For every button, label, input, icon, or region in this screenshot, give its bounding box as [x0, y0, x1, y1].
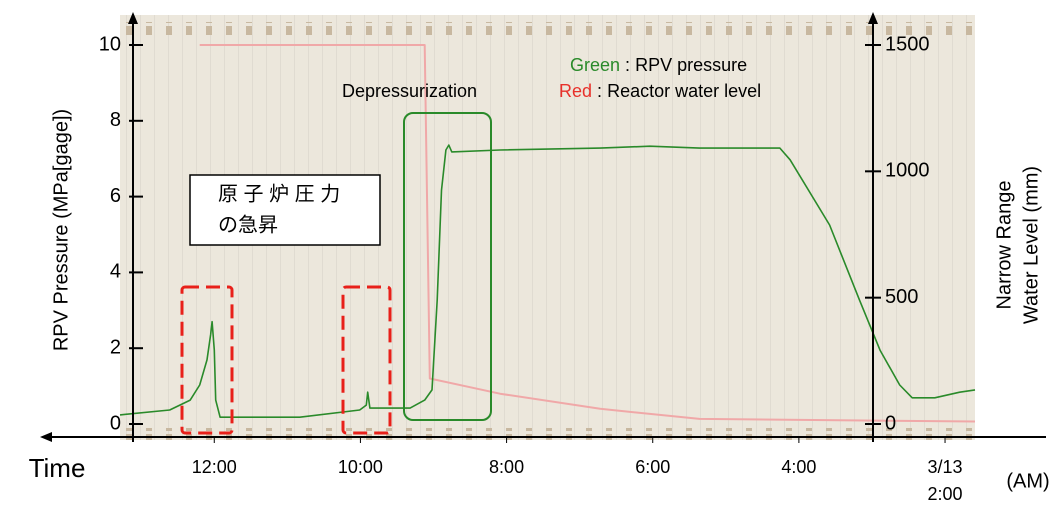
axis-arrow	[868, 12, 878, 24]
y-tick-label: 10	[99, 33, 121, 55]
x-tick-label: 2:00	[928, 484, 963, 504]
y-tick-label: 2	[110, 336, 121, 358]
paper-holes	[120, 22, 975, 36]
paper-holes	[120, 428, 975, 440]
x-tick-label: 8:00	[489, 457, 524, 477]
highlight-box	[341, 285, 392, 435]
x-tick-label: 6:00	[635, 457, 670, 477]
legend-separator: :	[625, 55, 630, 75]
legend-entry: Red : Reactor water level	[559, 81, 761, 101]
y2-axis-title: Water Level (mm)	[1020, 166, 1042, 324]
axis-arrow	[128, 12, 138, 24]
y2-tick-label: 500	[885, 286, 918, 308]
legend-entry: Green : RPV pressure	[570, 55, 747, 75]
highlight-box	[403, 112, 492, 421]
y2-tick-label: 0	[885, 412, 896, 434]
y-tick-label: 0	[110, 412, 121, 434]
x-axis-title: Time	[29, 453, 86, 483]
legend-label: Reactor water level	[607, 81, 761, 101]
y-axis-title: RPV Pressure (MPa[gage])	[50, 109, 72, 351]
annotation: Depressurization	[342, 81, 477, 101]
y-tick-label: 6	[110, 185, 121, 207]
date-label: 3/13	[928, 457, 963, 477]
plot-area	[119, 44, 976, 423]
legend-label: RPV pressure	[635, 55, 747, 75]
data-line	[199, 44, 976, 423]
x-unit-label: (AM)	[1006, 470, 1049, 492]
y2-tick-label: 1000	[885, 160, 930, 182]
legend-key: Red	[559, 81, 592, 101]
data-line	[119, 144, 976, 418]
y-tick-label: 4	[110, 261, 121, 283]
y2-tick-label: 1500	[885, 33, 930, 55]
y-tick-label: 8	[110, 109, 121, 131]
axis-arrow	[40, 432, 52, 442]
y2-axis-title: Narrow Range	[993, 181, 1015, 310]
legend-separator: :	[597, 81, 602, 101]
legend-key: Green	[570, 55, 620, 75]
annotation: 原 子 炉 圧 力	[218, 182, 340, 205]
x-tick-label: 12:00	[192, 457, 237, 477]
legend: Green : RPV pressure Red : Reactor water…	[559, 55, 761, 101]
highlight-box	[180, 285, 234, 435]
x-tick-label: 10:00	[338, 457, 383, 477]
annotation: の急昇	[218, 213, 278, 236]
note-box	[189, 174, 381, 246]
x-tick-label: 4:00	[781, 457, 816, 477]
